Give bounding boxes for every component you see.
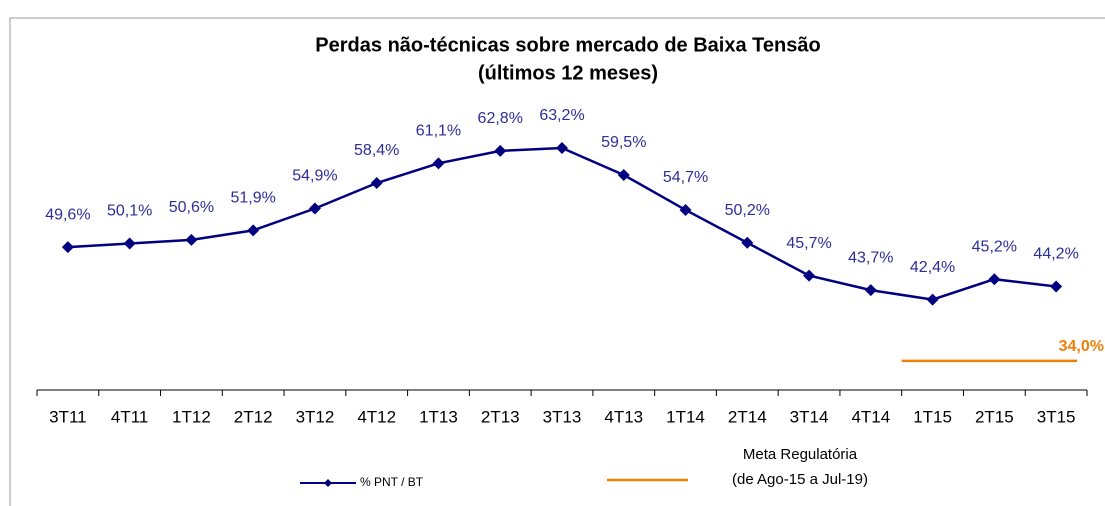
x-tick-label: 4T11 bbox=[111, 407, 149, 426]
chart-title: Perdas não-técnicas sobre mercado de Bai… bbox=[315, 34, 820, 56]
marker bbox=[679, 203, 692, 216]
x-tick-label: 2T15 bbox=[975, 407, 1014, 426]
value-label: 63,2% bbox=[539, 107, 584, 124]
x-tick-label: 2T14 bbox=[728, 407, 767, 426]
legend-label: (de Ago-15 a Jul-19) bbox=[732, 471, 868, 488]
legend-label: Meta Regulatória bbox=[743, 446, 858, 463]
x-tick-label: 3T13 bbox=[543, 407, 582, 426]
value-label: 45,7% bbox=[786, 235, 831, 252]
marker bbox=[494, 144, 507, 157]
value-label: 51,9% bbox=[230, 190, 275, 207]
x-tick-label: 1T15 bbox=[913, 407, 952, 426]
value-label: 61,1% bbox=[416, 123, 461, 140]
marker bbox=[61, 241, 74, 254]
frame bbox=[9, 17, 1105, 506]
value-label: 45,2% bbox=[972, 238, 1017, 255]
x-tick-label: 4T12 bbox=[357, 407, 396, 426]
value-label: 62,8% bbox=[478, 110, 523, 127]
marker bbox=[556, 142, 568, 155]
marker bbox=[926, 293, 939, 306]
value-label: 50,2% bbox=[725, 202, 770, 219]
value-label: 49,6% bbox=[45, 206, 90, 223]
marker bbox=[988, 273, 1001, 286]
chart-subtitle: (últimos 12 meses) bbox=[478, 62, 658, 84]
x-tick-label: 2T13 bbox=[481, 407, 520, 426]
marker bbox=[864, 284, 877, 297]
value-label: 42,4% bbox=[910, 259, 955, 276]
reference-label: 34,0% bbox=[1059, 338, 1104, 355]
value-label: 50,1% bbox=[107, 203, 152, 220]
marker bbox=[617, 168, 630, 181]
marker bbox=[803, 269, 816, 282]
x-tick-label: 2T12 bbox=[234, 407, 273, 426]
x-tick-label: 1T14 bbox=[666, 407, 705, 426]
marker bbox=[247, 224, 260, 237]
marker bbox=[1050, 280, 1063, 293]
marker bbox=[432, 157, 445, 170]
value-label: 54,7% bbox=[663, 169, 708, 186]
x-tick-label: 3T14 bbox=[790, 407, 829, 426]
x-tick-label: 1T12 bbox=[172, 407, 211, 426]
marker bbox=[308, 202, 321, 215]
x-tick-label: 3T15 bbox=[1037, 407, 1076, 426]
legend-marker bbox=[324, 479, 332, 487]
value-label: 44,2% bbox=[1033, 246, 1078, 263]
value-label: 43,7% bbox=[848, 249, 893, 266]
x-tick-label: 3T12 bbox=[296, 407, 335, 426]
value-label: 50,6% bbox=[169, 199, 214, 216]
value-label: 58,4% bbox=[354, 142, 399, 159]
marker bbox=[370, 176, 383, 189]
marker bbox=[185, 233, 198, 246]
x-tick-label: 4T14 bbox=[851, 407, 890, 426]
marker bbox=[123, 237, 136, 250]
value-label: 59,5% bbox=[601, 134, 646, 151]
x-tick-label: 3T11 bbox=[49, 407, 87, 426]
marker bbox=[741, 236, 754, 249]
x-tick-label: 1T13 bbox=[419, 407, 458, 426]
legend-label: % PNT / BT bbox=[360, 475, 424, 489]
value-label: 54,9% bbox=[292, 168, 337, 185]
x-tick-label: 4T13 bbox=[604, 407, 643, 426]
series-line bbox=[67, 146, 1057, 301]
